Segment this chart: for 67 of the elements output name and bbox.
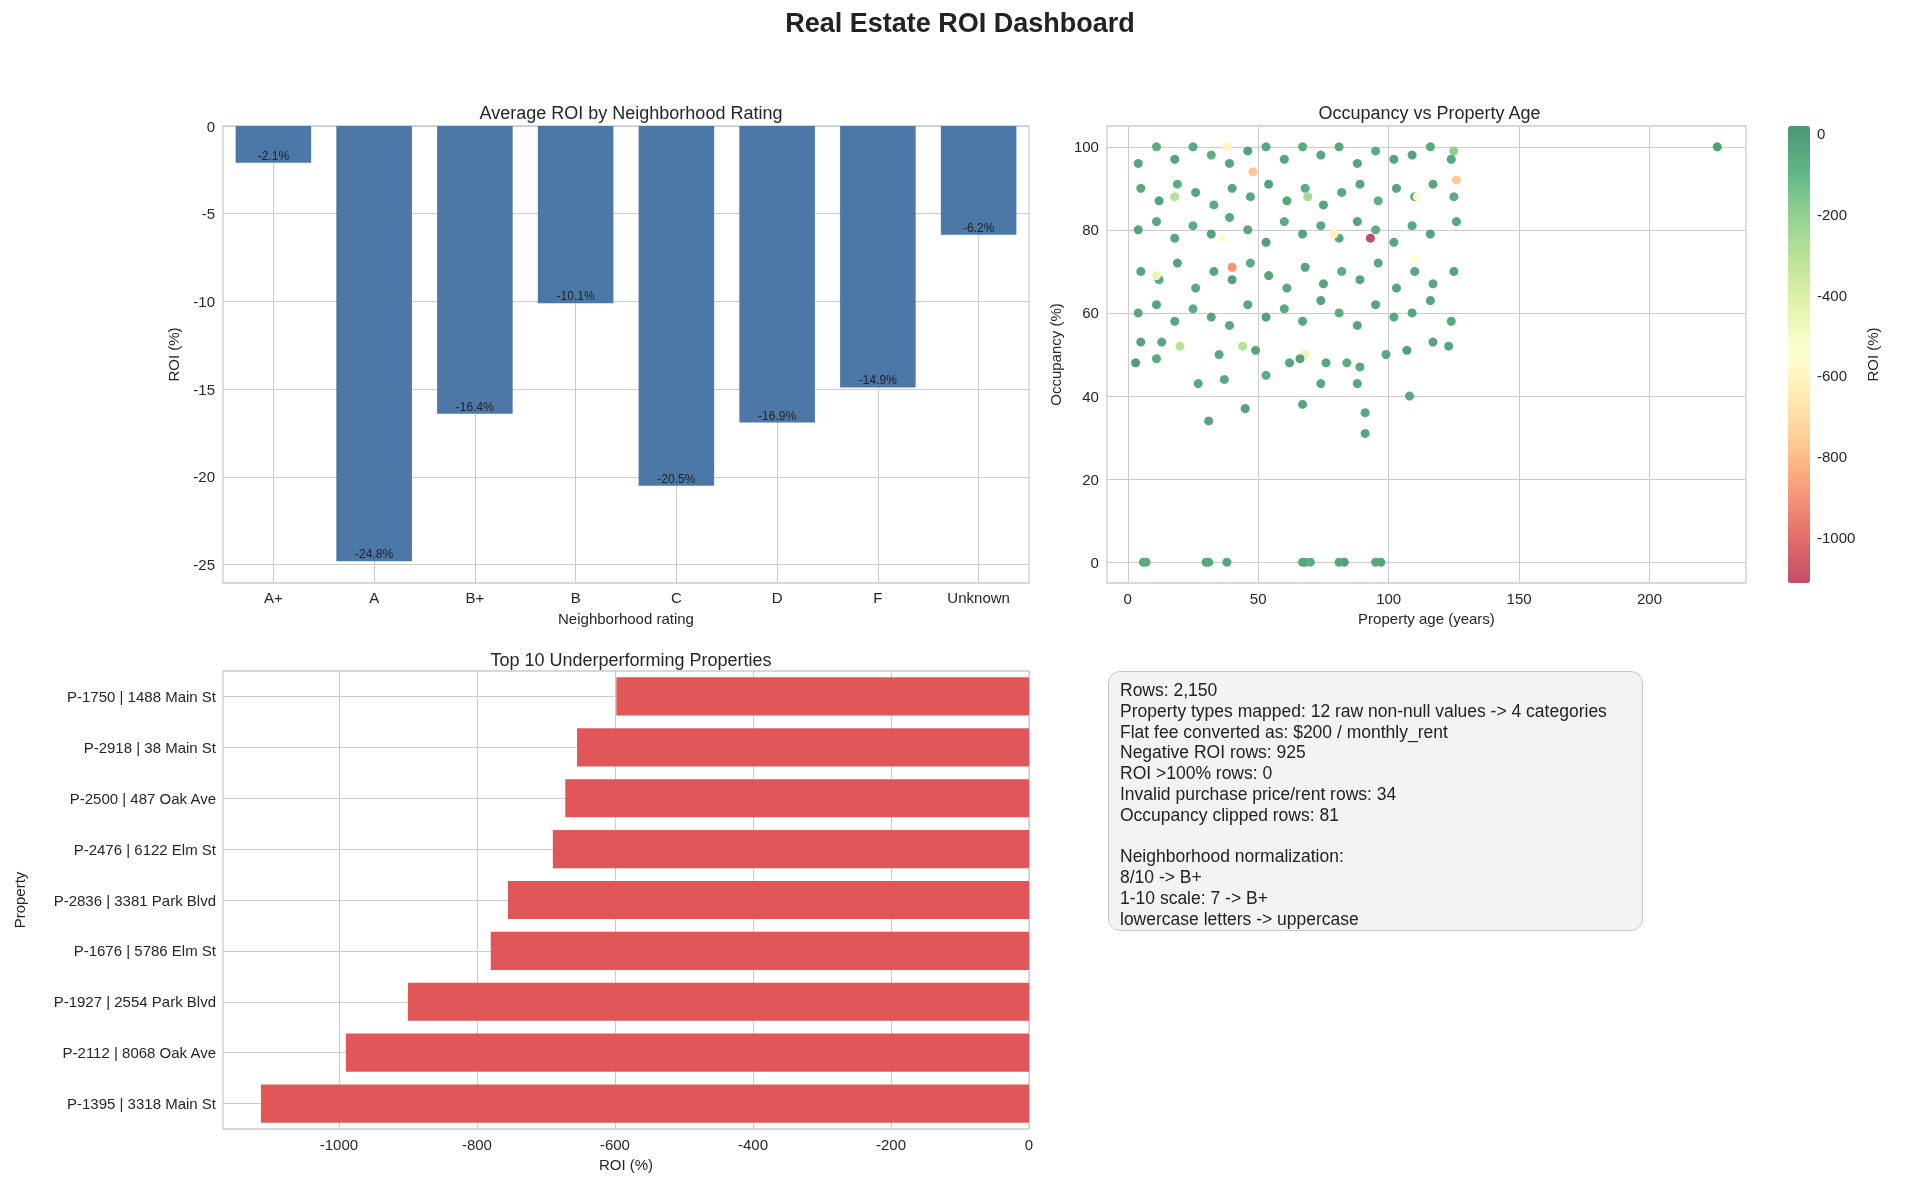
x-tick-label: -800 (461, 1136, 492, 1153)
color-bar-label: 0 (1817, 125, 1826, 143)
x-tick-label: C (670, 589, 682, 606)
data-label: -24.8% (355, 547, 394, 562)
x-tick-label: -600 (599, 1136, 630, 1153)
x-tick-label: 100 (1376, 590, 1402, 607)
color-bar-label: -200 (1817, 205, 1848, 223)
y-tick-label: P-2112 | 8068 Oak Ave (62, 1044, 216, 1062)
text: Rows: 2,150 Property types mapped: 12 raw non-null values -> 4 categories Flat fee converted as: $200 / monthly_rent Negative ROI rows: 925 ROI >100% rows: 0 Invalid purchase price/rent rows: 34 Occupancy clipped rows: 81 (1120, 680, 1608, 826)
x-tick-label: D (771, 589, 783, 606)
color-bar-label: -600 (1817, 367, 1848, 385)
text: Real Estate ROI Dashboard (785, 7, 1135, 40)
y-tick-label: P-1927 | 2554 Park Blvd (53, 993, 216, 1011)
y-tick-label: -15 (193, 380, 215, 398)
x-tick-label: -400 (737, 1136, 768, 1153)
y-tick-label: -10 (193, 293, 215, 310)
y-tick-label: 80 (1082, 221, 1099, 239)
data-label: -20.5% (657, 471, 696, 486)
x-tick-label: -200 (875, 1136, 906, 1153)
y-tick-label: P-2500 | 487 Oak Ave (69, 789, 216, 807)
y-tick-label: P-2836 | 3381 Park Blvd (53, 891, 216, 909)
y-tick-label: -25 (193, 556, 215, 574)
y-tick-label: P-2476 | 6122 Elm St (73, 840, 217, 858)
x-tick-label: F (873, 589, 883, 606)
data-label: -6.2% (962, 220, 995, 235)
y-tick-label: 60 (1082, 304, 1099, 322)
chart-title: Top 10 Underperforming Properties (490, 650, 772, 670)
y-tick-label: 40 (1082, 387, 1099, 405)
x-tick-label: Unknown (947, 589, 1010, 606)
y-tick-label: P-1395 | 3318 Main St (67, 1095, 217, 1113)
color-bar-title: ROI (%) (1864, 327, 1881, 382)
y-tick-label: 0 (206, 117, 215, 135)
y-tick-label: 100 (1073, 138, 1099, 156)
x-tick-label: 0 (1024, 1136, 1034, 1153)
x-tick-label: B (570, 589, 581, 606)
data-label: -10.1% (556, 289, 595, 304)
data-label: -14.9% (858, 373, 898, 388)
y-tick-label: -20 (193, 468, 215, 486)
text: Neighborhood normalization: 8/10 -> B+ 1-10 scale: 7 -> B+ lowercase letters -> uppercase (1120, 846, 1360, 930)
x-tick-label: A (369, 589, 380, 606)
color-bar-label: -800 (1817, 448, 1848, 466)
x-axis-title: ROI (%) (598, 1156, 654, 1173)
x-tick-label: 50 (1249, 590, 1267, 607)
y-tick-label: 0 (1090, 553, 1099, 571)
y-tick-label: -5 (201, 205, 215, 223)
y-axis-title: ROI (%) (165, 327, 182, 382)
color-bar-label: -1000 (1817, 528, 1856, 546)
y-tick-label: P-2918 | 38 Main St (83, 738, 217, 756)
color-bar-label: -400 (1817, 286, 1848, 304)
y-tick-label: P-1676 | 5786 Elm St (73, 942, 217, 960)
chart-title: Occupancy vs Property Age (1318, 103, 1541, 123)
x-tick-label: -1000 (319, 1136, 359, 1153)
x-tick-label: 200 (1636, 590, 1662, 607)
chart-title: Average ROI by Neighborhood Rating (479, 103, 783, 123)
x-tick-label: 0 (1123, 590, 1132, 607)
data-label: -2.1% (257, 148, 290, 163)
data-label: -16.4% (455, 399, 495, 414)
data-label: -16.9% (758, 408, 797, 423)
y-tick-label: 20 (1082, 470, 1099, 488)
y-axis-title: Occupancy (%) (1047, 303, 1064, 406)
y-tick-label: P-1750 | 1488 Main St (67, 687, 217, 705)
y-axis-title: Property (11, 871, 28, 929)
x-tick-label: 150 (1506, 590, 1532, 607)
x-tick-label: B+ (465, 589, 485, 606)
x-axis-title: Property age (years) (1358, 610, 1495, 627)
x-axis-title: Neighborhood rating (558, 610, 694, 627)
x-tick-label: A+ (263, 589, 283, 606)
